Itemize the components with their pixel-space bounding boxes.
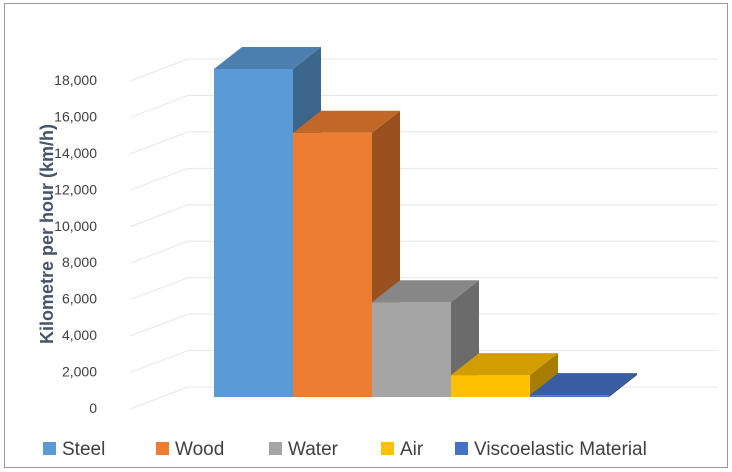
y-tick-label: 0 — [89, 400, 97, 416]
gridline-diagonal — [129, 167, 189, 191]
bar-viscoelastic-material — [530, 373, 637, 397]
bar-top — [293, 110, 400, 133]
legend-swatch — [455, 442, 468, 455]
bar-water — [372, 280, 479, 397]
y-tick-label: 4,000 — [62, 327, 97, 343]
legend-swatch — [43, 442, 56, 455]
bar-front — [214, 69, 293, 397]
gridline-diagonal — [129, 313, 189, 337]
legend-item: Steel — [43, 439, 105, 460]
y-tick-label: 14,000 — [54, 145, 97, 161]
gridline-diagonal — [129, 386, 189, 410]
legend-label: Viscoelastic Material — [474, 439, 647, 460]
legend-item: Air — [381, 439, 424, 460]
legend: Steel Wood Water Air Viscoelastic Material — [43, 439, 647, 460]
bar-front — [293, 132, 372, 397]
y-tick-label: 18,000 — [54, 72, 97, 88]
bars — [214, 47, 637, 398]
bar-top — [372, 280, 479, 303]
y-tick-label: 16,000 — [54, 108, 97, 124]
legend-item: Water — [269, 439, 339, 460]
y-tick-label: 6,000 — [62, 291, 97, 307]
bar-top — [214, 47, 321, 69]
legend-item: Wood — [156, 439, 224, 460]
y-tick-label: 8,000 — [62, 254, 97, 270]
bar-top — [451, 353, 558, 376]
gridline-diagonal — [129, 131, 189, 155]
bar-top — [530, 373, 637, 396]
y-axis-ticks: 0 2,000 4,000 6,000 8,000 10,000 12,000 14,000 1… — [54, 72, 97, 416]
bar-wood — [293, 110, 400, 398]
y-tick-label: 10,000 — [54, 218, 97, 234]
bar-chart: 0 2,000 4,000 6,000 8,000 10,000 12,000 14,000 1… — [37, 47, 718, 460]
legend-label: Steel — [62, 439, 105, 460]
legend-item: Viscoelastic Material — [455, 439, 647, 460]
gridline-diagonal — [129, 204, 189, 228]
legend-swatch — [156, 442, 169, 455]
legend-label: Air — [400, 439, 424, 460]
bar-front — [372, 302, 451, 397]
bar-front — [530, 395, 609, 397]
bar-front — [451, 375, 530, 397]
y-axis-label: Kilometre per hour (km/h) — [37, 124, 57, 344]
gridline-diagonal — [129, 277, 189, 301]
bar-side — [530, 353, 558, 397]
gridline-diagonal — [129, 350, 189, 374]
bar-side — [609, 373, 637, 397]
legend-label: Water — [288, 439, 339, 460]
chart-frame: 0 2,000 4,000 6,000 8,000 10,000 12,000 14,000 1… — [4, 3, 728, 468]
gridline-diagonal — [129, 58, 189, 82]
legend-swatch — [269, 442, 282, 455]
y-tick-label: 12,000 — [54, 181, 97, 197]
y-tick-label: 2,000 — [62, 364, 97, 380]
legend-label: Wood — [175, 439, 224, 460]
gridline-diagonal — [129, 240, 189, 264]
bar-air — [451, 353, 558, 397]
gridline-diagonal — [129, 94, 189, 118]
legend-swatch — [381, 442, 394, 455]
